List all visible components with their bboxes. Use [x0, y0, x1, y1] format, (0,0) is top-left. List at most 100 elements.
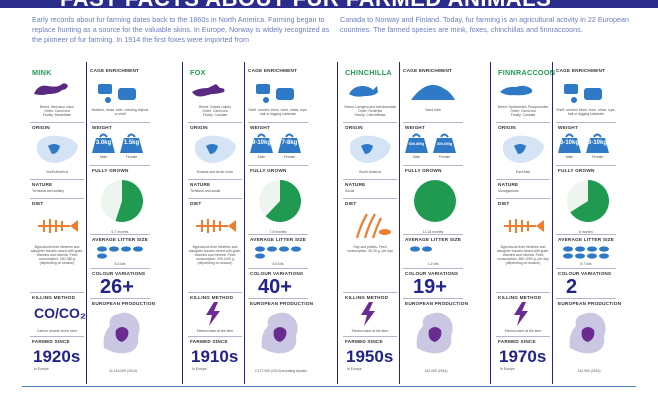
weight-label: WEIGHT	[250, 125, 270, 130]
divider	[403, 268, 463, 269]
weight-value: 3.0kg	[95, 140, 112, 146]
fully-grown-label: FULLY GROWN	[250, 168, 287, 173]
nature-value: Territorial and solitary	[32, 189, 65, 193]
killing-text: Carbon dioxide at the farm	[37, 329, 77, 333]
animal-column-mink: MINK Breed: Neovison vison Order: Carnivo…	[30, 62, 178, 382]
nature-label: NATURE	[190, 182, 211, 187]
fully-grown-label: FULLY GROWN	[558, 168, 595, 173]
cage-enrichment-icon	[256, 84, 294, 103]
kettlebell-icon	[405, 133, 428, 153]
breed-info: Breed: Nyctereutes Procyonoides Order: C…	[497, 105, 549, 118]
divider	[188, 198, 242, 199]
animal-name: FOX	[190, 68, 206, 77]
weight-value: 600-800g	[408, 142, 425, 146]
diet-text: Byproducts from fisheries and slaughter …	[496, 245, 550, 266]
column-divider	[399, 62, 400, 384]
weight-value: 7-8kg	[281, 140, 298, 146]
litter-size-value: 5-6 kits	[272, 262, 284, 266]
divider	[188, 336, 242, 337]
divider	[90, 298, 150, 299]
divider	[403, 165, 463, 166]
weight-sex: Male	[412, 155, 421, 159]
divider	[343, 179, 397, 180]
diet-icon	[355, 213, 391, 239]
diet-label: DIET	[345, 201, 357, 206]
origin-map-icon	[502, 135, 544, 163]
diet-icon	[38, 219, 78, 233]
litter-size-value: 5-6 kits	[114, 262, 126, 266]
footer-divider	[22, 386, 636, 387]
farmed-place: In Europe	[192, 367, 207, 371]
animal-silhouette-icon	[34, 83, 68, 95]
intro-text-right: Canada to Norway and Finland. Today, fur…	[340, 15, 629, 34]
origin-region: South America	[358, 170, 382, 174]
divider	[90, 234, 150, 235]
divider	[343, 292, 397, 293]
kettlebell-icon	[278, 133, 301, 153]
origin-label: ORIGIN	[32, 125, 50, 130]
divider	[343, 122, 397, 123]
breed-info: Breed: Neovison vison Order: Carnivora F…	[40, 105, 74, 118]
litter-kits-icon	[255, 246, 301, 259]
european-production-label: EUROPEAN PRODUCTION	[405, 301, 469, 306]
origin-map-icon	[194, 135, 236, 163]
farmed-since-value: 1950s	[346, 347, 394, 366]
nature-value: Monogamous	[498, 189, 519, 193]
header-bar: FAST FACTS ABOUT FUR FARMED ANIMALS	[0, 0, 658, 8]
weight-label: WEIGHT	[405, 125, 425, 130]
farmed-since-label: FARMED SINCE	[190, 339, 228, 344]
divider	[30, 179, 84, 180]
divider	[403, 234, 463, 235]
lightning-icon	[206, 302, 220, 326]
nature-value: Territorial and social	[190, 189, 221, 193]
divider	[248, 268, 308, 269]
colour-variations-value: 26+	[100, 276, 134, 298]
litter-size-value: 8-7 kits	[580, 262, 592, 266]
divider	[248, 165, 308, 166]
colour-variations-label: COLOUR VARIATIONS	[250, 271, 304, 276]
weight-sex: Female	[283, 155, 296, 159]
cage-enrichment-label: CAGE ENRICHMENT	[248, 68, 298, 73]
divider	[188, 122, 242, 123]
diet-text: Byproducts from fisheries and slaughter …	[30, 245, 84, 266]
farmed-since-label: FARMED SINCE	[32, 339, 70, 344]
european-production-label: EUROPEAN PRODUCTION	[92, 301, 156, 306]
origin-region: Eurasia and Arctic circle	[196, 170, 234, 174]
column-divider	[86, 62, 87, 384]
fully-grown-label: FULLY GROWN	[92, 168, 129, 173]
farmed-place: In Europe	[347, 367, 362, 371]
animal-name: MINK	[32, 68, 52, 77]
cage-enrichment-label: CAGE ENRICHMENT	[556, 68, 606, 73]
colour-variations-label: COLOUR VARIATIONS	[405, 271, 459, 276]
weight-sex: Male	[99, 155, 108, 159]
divider	[30, 336, 84, 337]
divider	[90, 165, 150, 166]
animal-silhouette-icon	[192, 84, 225, 97]
breed-info: Breed: Lanigera and brevicaudata Order: …	[344, 105, 396, 118]
origin-region: North America	[46, 170, 68, 174]
column-divider	[244, 62, 245, 384]
colour-variations-label: COLOUR VARIATIONS	[558, 271, 612, 276]
origin-label: ORIGIN	[190, 125, 208, 130]
column-divider	[337, 62, 338, 384]
diet-icon	[504, 219, 544, 233]
weight-icon: 400-600g	[433, 132, 456, 153]
divider	[90, 122, 150, 123]
divider	[188, 179, 242, 180]
divider	[30, 198, 84, 199]
killing-method: CO/CO₂	[34, 305, 87, 321]
cage-enrichment-label: CAGE ENRICHMENT	[403, 68, 453, 73]
weight-sex: Male	[257, 155, 266, 159]
origin-region: East Asia	[515, 170, 531, 174]
kettlebell-icon	[250, 133, 273, 153]
litter-kits-icon	[97, 246, 143, 259]
animal-silhouette-icon	[349, 86, 378, 97]
weight-value: 400-600g	[436, 142, 453, 146]
cage-enrichment-label: CAGE ENRICHMENT	[90, 68, 140, 73]
cage-enrichment-text: Nestbox, straw, tube, chewing objects or…	[91, 108, 149, 117]
europe-map-icon	[416, 312, 453, 354]
fully-grown-value: 7-8 months	[269, 230, 287, 234]
litter-size-label: AVERAGE LITTER SIZE	[405, 237, 462, 242]
killing-label: KILLING METHOD	[345, 295, 389, 300]
european-production-value: 41,214,000 (2014)	[109, 369, 137, 373]
